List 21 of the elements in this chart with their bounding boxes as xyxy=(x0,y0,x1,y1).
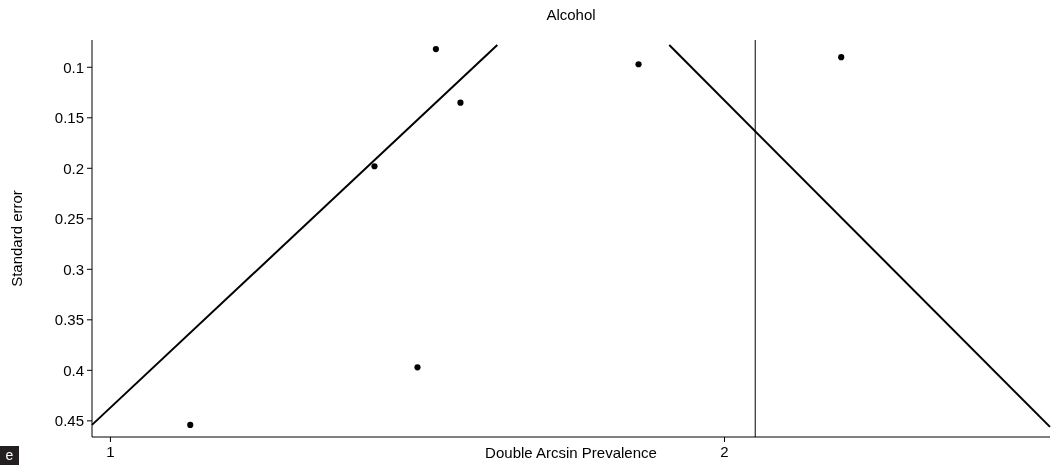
y-tick-label: 0.45 xyxy=(54,412,84,430)
y-axis-title: Standard error xyxy=(8,190,25,287)
point xyxy=(838,54,845,61)
y-tick-label: 0.1 xyxy=(63,58,84,76)
text: e xyxy=(5,447,14,463)
x-tick-label: 2 xyxy=(720,443,729,460)
x-axis-title: Double Arcsin Prevalence xyxy=(485,444,657,461)
y-tick-label: 0.15 xyxy=(54,109,84,127)
y-tick-label: 0.2 xyxy=(63,159,84,177)
x-tick-label: 1 xyxy=(106,443,115,460)
y-tick-label: 0.4 xyxy=(63,361,84,379)
y-tick-label: 0.25 xyxy=(54,210,84,228)
point xyxy=(457,99,464,106)
point xyxy=(414,364,421,371)
point xyxy=(635,61,642,68)
point xyxy=(371,163,378,170)
y-tick-label: 0.35 xyxy=(54,311,84,329)
y-tick-label: 0.3 xyxy=(63,260,84,278)
point xyxy=(432,46,439,53)
chart-title: Alcohol xyxy=(546,6,596,23)
point xyxy=(187,421,194,428)
